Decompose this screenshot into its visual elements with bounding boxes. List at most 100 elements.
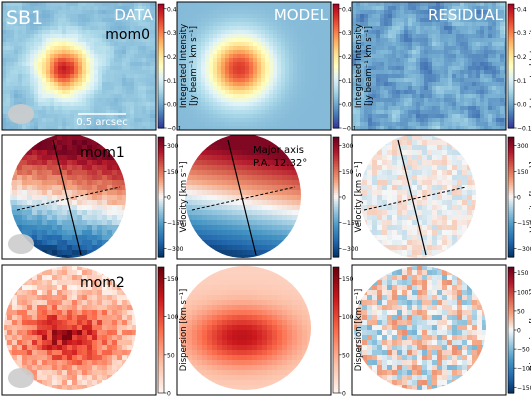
map-pixel (107, 170, 113, 176)
map-pixel (432, 114, 437, 119)
map-pixel (444, 90, 449, 95)
map-pixel (464, 26, 469, 31)
map-pixel (249, 82, 254, 87)
map-pixel (432, 82, 437, 87)
map-pixel (34, 114, 39, 119)
map-pixel (277, 74, 282, 79)
map-pixel (313, 66, 318, 71)
map-pixel (253, 38, 258, 43)
map-pixel (488, 42, 493, 47)
map-pixel (217, 34, 222, 39)
map-pixel (309, 94, 314, 99)
map-pixel (126, 66, 131, 71)
map-pixel (500, 74, 505, 79)
map-pixel (444, 62, 449, 67)
map-pixel (46, 6, 51, 11)
map-pixel (293, 34, 298, 39)
map-pixel (26, 30, 31, 35)
map-pixel (265, 38, 270, 43)
map-pixel (261, 34, 266, 39)
map-pixel (468, 66, 473, 71)
map-pixel (205, 42, 210, 47)
map-pixel (408, 30, 413, 35)
map-pixel (321, 54, 326, 59)
map-pixel (424, 94, 429, 99)
map-pixel (273, 98, 278, 103)
map-pixel (456, 94, 461, 99)
map-pixel (2, 50, 7, 55)
map-pixel (82, 66, 87, 71)
map-pixel (233, 78, 238, 83)
map-pixel (500, 26, 505, 31)
map-pixel (388, 86, 393, 91)
map-pixel (432, 54, 437, 59)
map-pixel (261, 118, 266, 123)
map-pixel (305, 78, 310, 83)
map-pixel (309, 74, 314, 79)
map-pixel (412, 86, 417, 91)
map-pixel (488, 114, 493, 119)
map-pixel (317, 122, 322, 127)
map-pixel (253, 22, 258, 27)
map-pixel (10, 70, 15, 75)
map-pixel (78, 62, 83, 67)
map-pixel (70, 106, 75, 111)
map-pixel (98, 82, 103, 87)
map-pixel (452, 46, 457, 51)
map-pixel (213, 70, 218, 75)
map-pixel (412, 66, 417, 71)
map-pixel (400, 66, 405, 71)
map-pixel (241, 50, 246, 55)
map-pixel (26, 82, 31, 87)
map-pixel (237, 170, 243, 176)
map-pixel (26, 66, 31, 71)
map-pixel (42, 94, 47, 99)
map-pixel (146, 58, 151, 63)
map-pixel (265, 50, 270, 55)
map-pixel (50, 98, 55, 103)
map-pixel (209, 82, 214, 87)
map-pixel (205, 82, 210, 87)
map-pixel (22, 94, 27, 99)
map-pixel (424, 74, 429, 79)
map-pixel (217, 66, 222, 71)
map-pixel (201, 74, 206, 79)
map-pixel (277, 114, 282, 119)
map-pixel (392, 66, 397, 71)
map-pixel (26, 2, 31, 7)
map-pixel (404, 106, 409, 111)
map-pixel (380, 38, 385, 43)
map-pixel (325, 38, 330, 43)
map-pixel (38, 110, 43, 115)
map-pixel (82, 50, 87, 55)
map-pixel (92, 205, 98, 211)
map-pixel (94, 26, 99, 31)
map-pixel (321, 26, 326, 31)
map-pixel (146, 66, 151, 71)
colorbar-tick-label: 0.1 (517, 78, 527, 85)
map-pixel (440, 106, 445, 111)
map-pixel (444, 94, 449, 99)
map-pixel (257, 98, 262, 103)
map-pixel (102, 200, 108, 206)
map-pixel (47, 230, 53, 236)
map-pixel (368, 22, 373, 27)
map-pixel (245, 122, 250, 127)
map-pixel (22, 90, 27, 95)
map-pixel (325, 94, 330, 99)
map-pixel (456, 82, 461, 87)
map-pixel (66, 82, 71, 87)
map-pixel (27, 155, 33, 161)
map-pixel (261, 62, 266, 67)
map-pixel (293, 110, 298, 115)
map-pixel (46, 14, 51, 19)
map-pixel (476, 90, 481, 95)
map-pixel (484, 102, 489, 107)
map-pixel (150, 122, 155, 127)
map-pixel (46, 38, 51, 43)
map-pixel (277, 82, 282, 87)
map-pixel (217, 86, 222, 91)
map-pixel (301, 74, 306, 79)
map-pixel (38, 62, 43, 67)
map-pixel (313, 54, 318, 59)
